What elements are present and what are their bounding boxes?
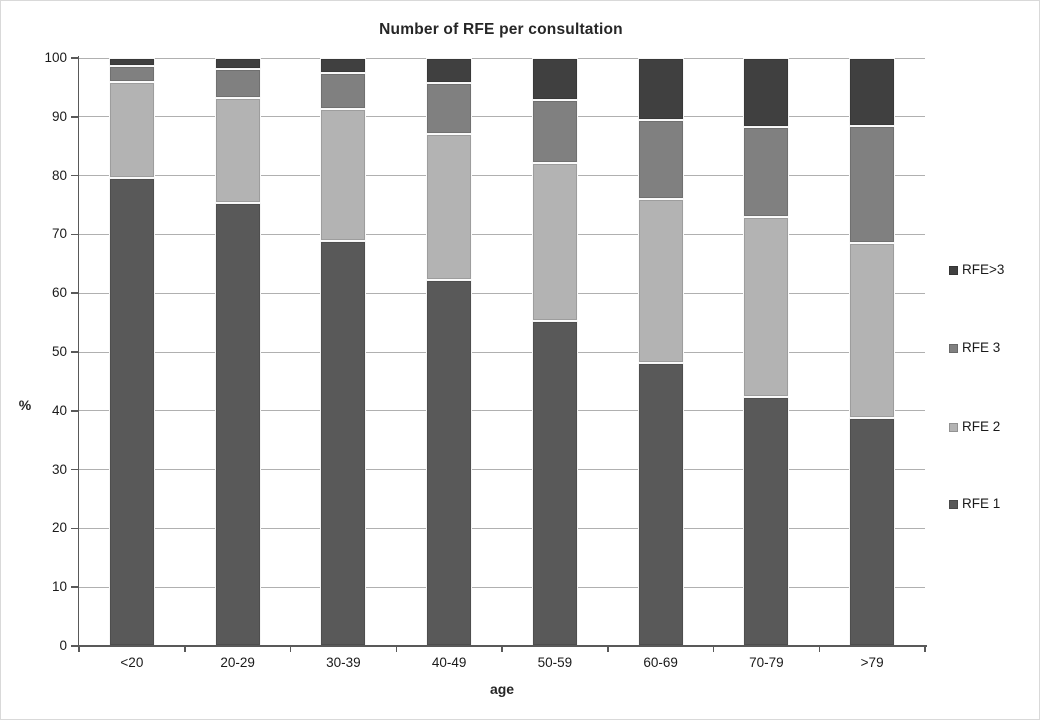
y-tick-mark-40 bbox=[71, 410, 78, 412]
x-tick-label-5: 60-69 bbox=[643, 655, 678, 670]
x-tick-label-6: 70-79 bbox=[749, 655, 784, 670]
legend-label: RFE 2 bbox=[962, 419, 1001, 434]
bar-segment-rfe-2-5059 bbox=[531, 163, 578, 322]
y-tick-mark-50 bbox=[71, 351, 78, 353]
y-tick-label-90: 90 bbox=[51, 108, 67, 124]
gridline-100 bbox=[79, 57, 925, 59]
bar-segment-rfe-3-79 bbox=[849, 126, 896, 243]
bar-segment-rfe-3-6069 bbox=[637, 119, 684, 200]
bar-segment-rfe-1-4049 bbox=[426, 279, 473, 646]
y-tick-label-50: 50 bbox=[51, 344, 67, 359]
bar-segment-rfe-2-3039 bbox=[320, 108, 367, 241]
y-tick-mark-0 bbox=[71, 645, 78, 647]
bar-segment-rfe-1-6069 bbox=[637, 363, 684, 646]
bar-segment-rfe-3-4049 bbox=[426, 58, 473, 84]
bar-segment-rfe-3-3039 bbox=[320, 72, 367, 109]
legend-marker-icon bbox=[949, 422, 958, 432]
bar-segment-rfe-3-2029 bbox=[214, 69, 261, 98]
legend-item-rfe-1: RFE 1 bbox=[949, 496, 1000, 512]
bar-segment-rfe-3-4049 bbox=[426, 83, 473, 135]
bar-segment-rfe-2-2029 bbox=[214, 97, 261, 204]
y-tick-label-0: 0 bbox=[59, 638, 67, 653]
x-tick-label-2: 30-39 bbox=[326, 655, 361, 670]
gridline-70 bbox=[79, 233, 925, 235]
bar-segment-rfe-3-20 bbox=[108, 58, 155, 67]
y-tick-label-100: 100 bbox=[44, 50, 67, 65]
legend-item-rfe-2: RFE 2 bbox=[949, 419, 1000, 435]
legend-item-rfe-3: RFE>3 bbox=[949, 262, 1004, 278]
y-tick-label-60: 60 bbox=[51, 285, 67, 301]
chart-title: Number of RFE per consultation bbox=[379, 21, 623, 38]
bar-segment-rfe-3-2029 bbox=[214, 58, 261, 70]
gridline-90 bbox=[79, 116, 925, 118]
legend-label: RFE 3 bbox=[962, 340, 1001, 355]
y-tick-mark-30 bbox=[71, 468, 78, 471]
y-tick-mark-90 bbox=[71, 116, 78, 118]
y-tick-label-20: 20 bbox=[51, 520, 67, 536]
bar-segment-rfe-1-79 bbox=[849, 417, 896, 646]
gridline-10 bbox=[79, 586, 925, 588]
x-tick-mark-7 bbox=[818, 645, 820, 652]
x-tick-mark-6 bbox=[712, 645, 715, 652]
x-axis-label: age bbox=[489, 681, 515, 697]
x-tick-mark-4 bbox=[501, 645, 503, 652]
y-tick-mark-20 bbox=[71, 527, 78, 530]
bar-segment-rfe-1-20 bbox=[108, 177, 155, 646]
bar-segment-rfe-3-7079 bbox=[743, 58, 790, 128]
bar-segment-rfe-3-7079 bbox=[743, 127, 790, 217]
y-tick-label-10: 10 bbox=[51, 579, 67, 595]
y-tick-mark-80 bbox=[71, 174, 78, 177]
bar-segment-rfe-3-5059 bbox=[531, 58, 578, 100]
x-tick-mark-8 bbox=[924, 645, 926, 652]
bar-segment-rfe-1-5059 bbox=[531, 321, 578, 646]
bar-segment-rfe-2-79 bbox=[849, 242, 896, 418]
bar-segment-rfe-3-5059 bbox=[531, 99, 578, 164]
x-tick-mark-3 bbox=[395, 645, 397, 652]
legend-item-rfe-3: RFE 3 bbox=[949, 340, 1000, 356]
legend-label: RFE 1 bbox=[962, 496, 1001, 511]
legend-label: RFE>3 bbox=[962, 262, 1005, 277]
bar-segment-rfe-3-3039 bbox=[320, 58, 367, 73]
gridline-50 bbox=[79, 351, 925, 353]
x-tick-mark-1 bbox=[184, 645, 186, 652]
bar-segment-rfe-3-79 bbox=[849, 58, 896, 127]
gridline-80 bbox=[79, 175, 925, 177]
x-tick-label-1: 20-29 bbox=[220, 655, 255, 670]
bar-segment-rfe-2-20 bbox=[108, 81, 155, 178]
bar-segment-rfe-2-7079 bbox=[743, 216, 790, 398]
y-tick-mark-10 bbox=[71, 586, 78, 588]
bar-segment-rfe-3-20 bbox=[108, 66, 155, 82]
bar-segment-rfe-2-6069 bbox=[637, 199, 684, 364]
y-tick-mark-60 bbox=[71, 292, 78, 294]
plot-area bbox=[79, 57, 925, 646]
bar-segment-rfe-1-2029 bbox=[214, 203, 261, 646]
legend-marker-icon bbox=[949, 499, 958, 509]
x-tick-mark-2 bbox=[289, 645, 292, 652]
x-tick-mark-5 bbox=[607, 645, 609, 652]
x-tick-label-4: 50-59 bbox=[537, 655, 573, 670]
bar-segment-rfe-2-4049 bbox=[426, 134, 473, 280]
bar-segment-rfe-1-3039 bbox=[320, 240, 367, 646]
gridline-20 bbox=[79, 527, 925, 529]
y-tick-label-80: 80 bbox=[51, 167, 67, 183]
y-axis-label: % bbox=[18, 397, 32, 413]
bar-segment-rfe-3-6069 bbox=[637, 58, 684, 120]
y-tick-label-30: 30 bbox=[51, 461, 67, 477]
gridline-60 bbox=[79, 292, 925, 294]
x-tick-label-0: <20 bbox=[120, 655, 144, 670]
y-tick-mark-100 bbox=[71, 57, 78, 59]
bar-segment-rfe-1-7079 bbox=[743, 397, 790, 646]
gridline-30 bbox=[79, 469, 925, 471]
x-tick-label-7: >79 bbox=[860, 655, 884, 670]
x-tick-mark-0 bbox=[78, 645, 80, 652]
y-tick-label-70: 70 bbox=[51, 226, 67, 242]
legend-marker-icon bbox=[949, 265, 958, 275]
y-tick-label-40: 40 bbox=[51, 402, 67, 418]
gridline-40 bbox=[79, 410, 925, 412]
y-tick-mark-70 bbox=[71, 233, 78, 236]
y-axis-line bbox=[77, 56, 79, 647]
x-tick-label-3: 40-49 bbox=[431, 655, 467, 670]
legend-marker-icon bbox=[949, 343, 958, 353]
